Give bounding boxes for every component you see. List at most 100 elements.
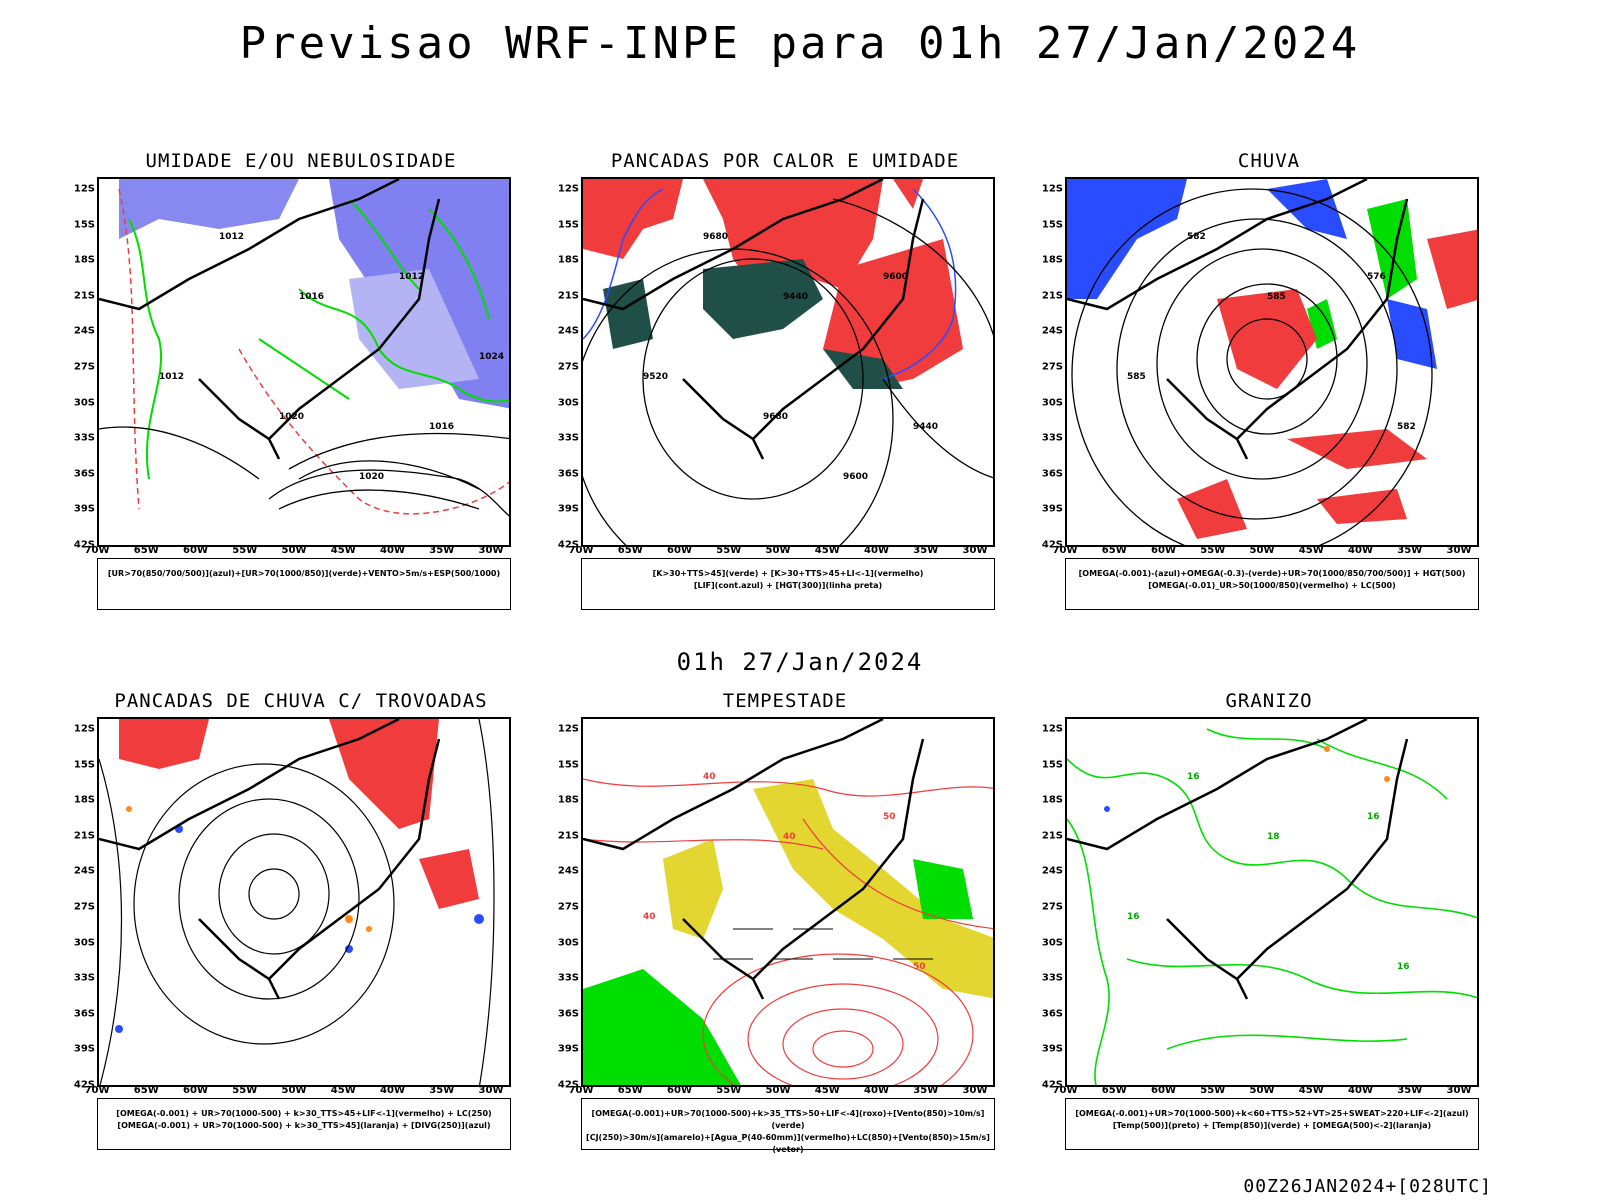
streamlines (99, 719, 495, 1085)
latitude-labels: 12S 15S 18S 21S 24S 27S 30S 33S 36S 39S 42S (1041, 177, 1063, 551)
map-tempestade[interactable]: 40 50 40 40 50 (581, 717, 995, 1087)
contour-label: 1020 (359, 472, 384, 482)
contour-label: 18 (1267, 832, 1280, 842)
lon-tick-label: 50W (1249, 545, 1275, 556)
map-umidade[interactable]: 1012 1012 1012 1016 1016 1020 1020 1024 (97, 177, 511, 547)
longitude-labels: 70W 65W 60W 55W 50W 45W 40W 35W 30W (85, 1085, 511, 1097)
lat-tick-label: 36S (73, 1008, 95, 1020)
lat-tick-label: 33S (557, 432, 579, 444)
contour-label: 1024 (479, 352, 504, 362)
longitude-labels: 70W 65W 60W 55W 50W 45W 40W 35W 30W (85, 545, 511, 557)
legend-line: [OMEGA(-0.001) + UR>70(1000-500) + k>30_… (117, 1121, 491, 1130)
latitude-labels: 12S 15S 18S 21S 24S 27S 30S 33S 36S 39S 42S (73, 717, 95, 1091)
legend-line: [OMEGA(-0.001) + UR>70(1000-500) + k>30_… (116, 1109, 492, 1118)
lon-tick-label: 35W (1397, 1085, 1423, 1096)
contour-label: 582 (1397, 422, 1416, 432)
lon-tick-label: 40W (864, 1085, 889, 1096)
latitude-labels: 12S 15S 18S 21S 24S 27S 30S 33S 36S 39S 42S (73, 177, 95, 551)
lat-tick-label: 24S (73, 325, 95, 337)
lat-tick-label: 42S (1041, 539, 1063, 551)
lat-tick-label: 18S (1041, 254, 1063, 266)
lon-tick-label: 50W (765, 545, 791, 556)
lat-tick-label: 30S (1041, 397, 1063, 409)
lon-tick-label: 70W (84, 1085, 110, 1096)
lon-tick-label: 65W (133, 1085, 159, 1096)
map-svg: 9680 9600 9520 9440 9440 9600 9680 (583, 179, 993, 545)
lat-tick-label: 42S (1041, 1079, 1063, 1091)
lat-tick-label: 12S (557, 723, 579, 735)
lat-tick-label: 33S (1041, 432, 1063, 444)
lon-tick-label: 30W (1446, 545, 1472, 556)
lat-tick-label: 30S (557, 397, 579, 409)
lon-tick-label: 45W (814, 1085, 840, 1096)
contour-label: 9440 (783, 292, 808, 302)
contour-label: 585 (1267, 292, 1286, 302)
lat-tick-label: 15S (1041, 219, 1063, 231)
contour-label: 1016 (429, 422, 454, 432)
contours (99, 426, 509, 517)
panel-title: CHUVA (1237, 150, 1301, 172)
map-granizo[interactable]: 16 16 16 18 16 (1065, 717, 1479, 1087)
lon-tick-label: 45W (1298, 545, 1324, 556)
lat-tick-label: 18S (557, 794, 579, 806)
lat-tick-label: 24S (557, 865, 579, 877)
lon-tick-label: 50W (1249, 1085, 1275, 1096)
latitude-labels: 12S 15S 18S 21S 24S 27S 30S 33S 36S 39S 42S (557, 717, 579, 1091)
lon-tick-label: 35W (429, 1085, 455, 1096)
lon-tick-label: 50W (281, 545, 307, 556)
panel-title: PANCADAS DE CHUVA C/ TROVOADAS (114, 690, 488, 712)
lon-tick-label: 50W (765, 1085, 791, 1096)
panel-chuva: CHUVA 582 576 585 585 582 [OMEGA(-0.001)-(az… (1041, 146, 1494, 626)
legend-line: [K>30+TTS>45](verde) + [K>30+TTS>45+LI<-… (652, 569, 924, 578)
lat-tick-label: 24S (1041, 325, 1063, 337)
forecast-time: 01h 27/Jan/2024 (676, 648, 924, 676)
panel-trovoadas: PANCADAS DE CHUVA C/ TROVOADAS [OMEGA(-0… (73, 686, 526, 1166)
page-title: Previsao WRF-INPE para 01h 27/Jan/2024 (239, 18, 1361, 69)
contour-label: 9680 (763, 412, 788, 422)
lon-tick-label: 55W (716, 545, 742, 556)
legend-line: [OMEGA(-0.01)_UR>50(1000/850)(vermelho) … (1148, 581, 1396, 590)
coast (583, 719, 925, 1000)
lat-tick-label: 30S (1041, 937, 1063, 949)
field-red (118, 188, 509, 515)
contour-label: 1020 (279, 412, 304, 422)
map-chuva[interactable]: 582 576 585 585 582 (1065, 177, 1479, 547)
lat-tick-label: 27S (557, 901, 579, 913)
map-trovoadas[interactable] (97, 717, 511, 1087)
lon-tick-label: 50W (281, 1085, 307, 1096)
lon-tick-label: 45W (330, 1085, 356, 1096)
lat-tick-label: 33S (1041, 972, 1063, 984)
legend-line: [LIF](cont.azul) + [HGT(300)](linha pret… (693, 581, 883, 590)
lon-tick-label: 55W (232, 545, 258, 556)
longitude-labels: 70W 65W 60W 55W 50W 45W 40W 35W 30W (569, 545, 995, 557)
longitude-labels: 70W 65W 60W 55W 50W 45W 40W 35W 30W (569, 1085, 995, 1097)
map-svg: 16 16 16 18 16 (1067, 719, 1477, 1085)
coast (1067, 179, 1409, 460)
lat-tick-label: 18S (1041, 794, 1063, 806)
contour-label: 16 (1127, 912, 1140, 922)
panel-title: UMIDADE E/OU NEBULOSIDADE (145, 150, 457, 172)
legend-chuva: [OMEGA(-0.001)-(azul)+OMEGA(-0.3)-(verde… (1065, 558, 1479, 610)
lon-tick-label: 65W (617, 1085, 643, 1096)
panel-granizo: GRANIZO 16 16 16 18 16 [OMEGA(-0.001)+UR>70(… (1041, 686, 1494, 1166)
lon-tick-label: 30W (962, 545, 988, 556)
legend-line: [OMEGA(-0.001)-(azul)+OMEGA(-0.3)-(verde… (1078, 569, 1466, 578)
lat-tick-label: 39S (557, 1043, 579, 1055)
map-pancadas-calor[interactable]: 9680 9600 9520 9440 9440 9600 9680 (581, 177, 995, 547)
panel-title: GRANIZO (1225, 690, 1313, 712)
lon-tick-label: 70W (84, 545, 110, 556)
lat-tick-label: 21S (1041, 830, 1063, 842)
contours (1071, 188, 1433, 545)
field-blue (1067, 179, 1437, 369)
lat-tick-label: 42S (73, 1079, 95, 1091)
lon-tick-label: 55W (232, 1085, 258, 1096)
contour-label: 1012 (219, 232, 244, 242)
contour-label: 50 (913, 962, 926, 972)
coast (99, 719, 441, 1000)
contour-label: 582 (1187, 232, 1206, 242)
contour-label: 585 (1127, 372, 1146, 382)
map-svg: 582 576 585 585 582 (1067, 179, 1477, 545)
lat-tick-label: 12S (557, 183, 579, 195)
lat-tick-label: 18S (73, 254, 95, 266)
wind-vectors (713, 928, 933, 960)
